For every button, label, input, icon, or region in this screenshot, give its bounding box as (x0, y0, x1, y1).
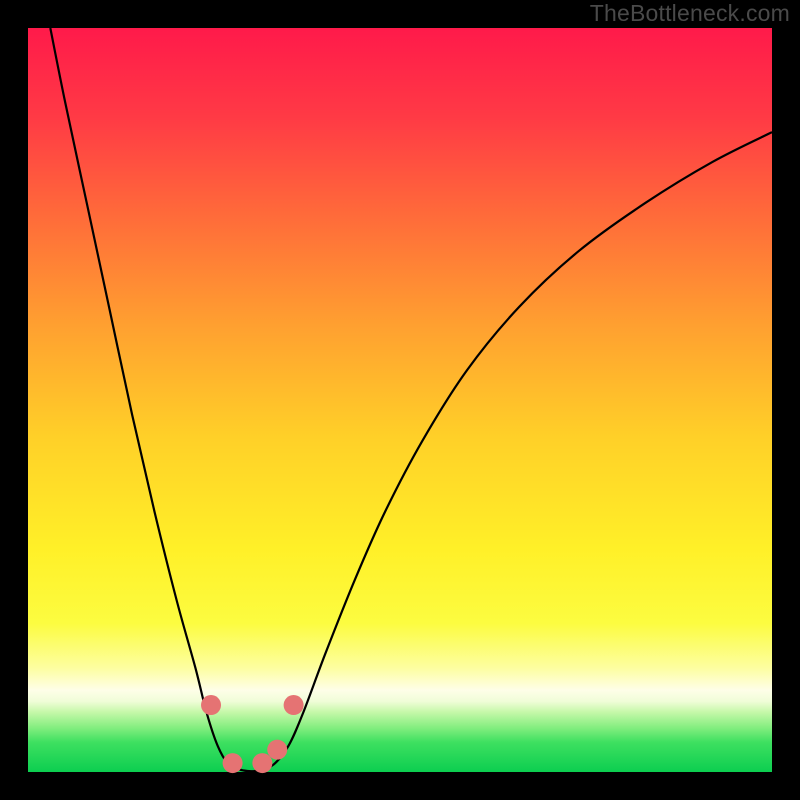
data-marker (284, 695, 304, 715)
plot-area (28, 28, 772, 772)
data-marker (252, 753, 272, 773)
data-marker (267, 740, 287, 760)
chart-container: { "watermark": { "text": "TheBottleneck.… (0, 0, 800, 800)
watermark-text: TheBottleneck.com (590, 0, 790, 27)
data-marker (201, 695, 221, 715)
data-marker (223, 753, 243, 773)
chart-svg (0, 0, 800, 800)
